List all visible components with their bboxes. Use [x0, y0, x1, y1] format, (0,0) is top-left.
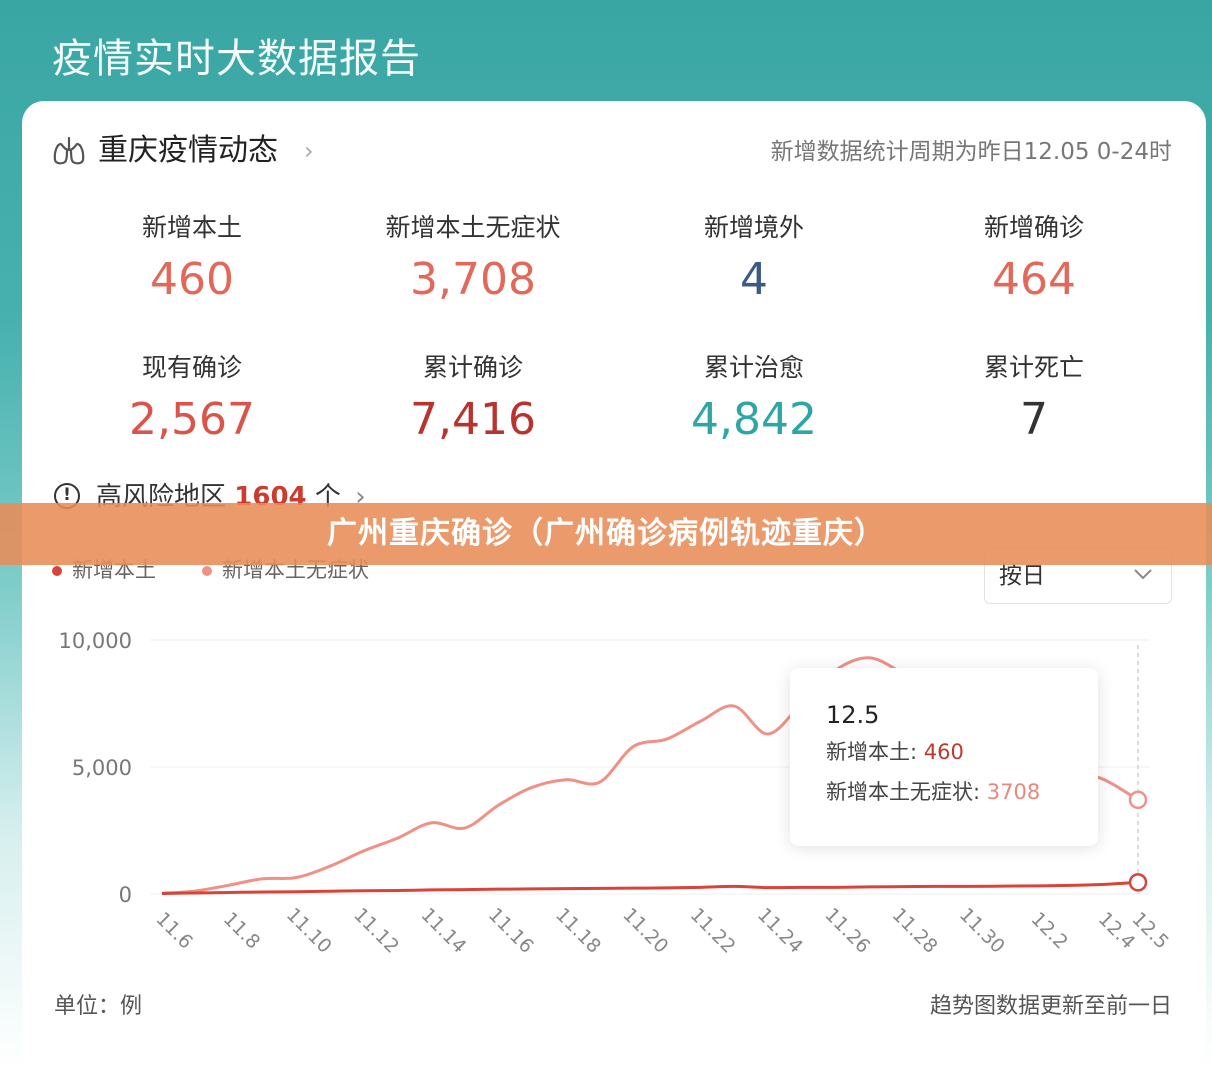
unit-label: 单位：例	[54, 994, 143, 1019]
period-select-value: 按日	[999, 563, 1045, 589]
overlay-banner: 广州重庆确诊（广州确诊病例轨迹重庆）	[0, 503, 1212, 565]
x-tick-label: 11.24	[753, 904, 807, 958]
tooltip-value: 460	[923, 740, 964, 764]
x-tick-label: 12.4	[1094, 908, 1139, 953]
stat-label: 累计确诊	[422, 353, 523, 382]
stat-value: 4,842	[691, 394, 817, 445]
x-tick-label: 11.26	[820, 904, 874, 958]
stat-value: 2,567	[129, 394, 255, 445]
stats-period-note: 新增数据统计周期为昨日12.05 0-24时	[770, 139, 1172, 165]
x-tick-label: 11.12	[349, 904, 403, 958]
chevron-right-icon[interactable]: ›	[304, 137, 314, 165]
tooltip-value: 3708	[986, 780, 1041, 804]
stat-value: 7	[1020, 394, 1048, 445]
stat-value: 460	[150, 254, 234, 305]
y-tick-label: 10,000	[59, 629, 132, 653]
lungs-icon	[53, 136, 85, 165]
legend-dot	[202, 566, 212, 576]
stat-label: 累计死亡	[983, 353, 1084, 382]
stat-new-local: 新增本土 460	[52, 211, 332, 311]
chart-tooltip: 12.5 新增本土: 460 新增本土无症状: 3708	[790, 668, 1098, 846]
stat-total-deaths: 累计死亡 7	[894, 351, 1174, 451]
stat-label: 新增确诊	[983, 213, 1084, 242]
stat-new-imported: 新增境外 4	[614, 211, 894, 311]
stat-label: 新增境外	[703, 213, 804, 242]
stat-label: 累计治愈	[703, 353, 804, 382]
tooltip-date: 12.5	[826, 701, 880, 729]
y-tick-label: 0	[119, 883, 132, 907]
stat-total-confirmed: 累计确诊 7,416	[333, 351, 613, 451]
stat-label: 新增本土	[141, 213, 242, 242]
stat-label: 新增本土无症状	[385, 213, 561, 242]
x-tick-label: 11.20	[618, 904, 672, 958]
stat-value: 3,708	[410, 254, 536, 305]
tooltip-row-asymptomatic: 新增本土无症状: 3708	[826, 772, 1098, 812]
x-tick-label: 11.6	[152, 908, 197, 953]
stat-value: 4	[740, 254, 768, 305]
x-tick-label: 11.14	[416, 904, 470, 958]
update-note: 趋势图数据更新至前一日	[929, 994, 1172, 1019]
stat-total-cured: 累计治愈 4,842	[614, 351, 894, 451]
section-title[interactable]: 重庆疫情动态	[98, 133, 278, 168]
x-tick-label: 11.28	[888, 904, 942, 958]
x-tick-label: 12.2	[1027, 908, 1072, 953]
x-tick-label: 11.10	[282, 904, 336, 958]
series-endpoint-marker	[1128, 873, 1148, 892]
tooltip-label: 新增本土:	[826, 740, 918, 764]
stat-new-confirmed: 新增确诊 464	[894, 211, 1174, 311]
tooltip-row-local: 新增本土: 460	[826, 732, 1098, 772]
stat-value: 464	[992, 254, 1076, 305]
stat-grid: 新增本土 460 新增本土无症状 3,708 新增境外 4 新增确诊 464 现…	[52, 211, 1176, 451]
chevron-right-icon: ›	[355, 482, 366, 512]
x-tick-label: 11.22	[686, 904, 740, 958]
series-endpoint-marker	[1128, 790, 1148, 810]
trend-chart: 0 5,000 10,000 11.6 11.8 11.10 11.12 11.14 11.16…	[59, 629, 1173, 958]
x-tick-label: 11.30	[955, 904, 1009, 958]
stat-current-confirmed: 现有确诊 2,567	[52, 351, 332, 451]
x-tick-label: 11.8	[219, 908, 264, 953]
tooltip-label: 新增本土无症状:	[826, 780, 981, 804]
x-tick-label: 12.5	[1128, 908, 1173, 953]
legend-dot	[52, 566, 62, 576]
x-tick-label: 11.18	[551, 904, 605, 958]
stat-label: 现有确诊	[141, 353, 242, 382]
y-tick-label: 5,000	[72, 756, 132, 780]
stat-value: 7,416	[410, 394, 536, 445]
chevron-down-icon	[1134, 569, 1152, 580]
stat-new-asymptomatic: 新增本土无症状 3,708	[333, 211, 613, 311]
card-header: 重庆疫情动态 › 新增数据统计周期为昨日12.05 0-24时	[52, 131, 1172, 171]
x-tick-label: 11.16	[484, 904, 538, 958]
series-line	[161, 880, 1139, 895]
page-title: 疫情实时大数据报告	[52, 36, 421, 82]
